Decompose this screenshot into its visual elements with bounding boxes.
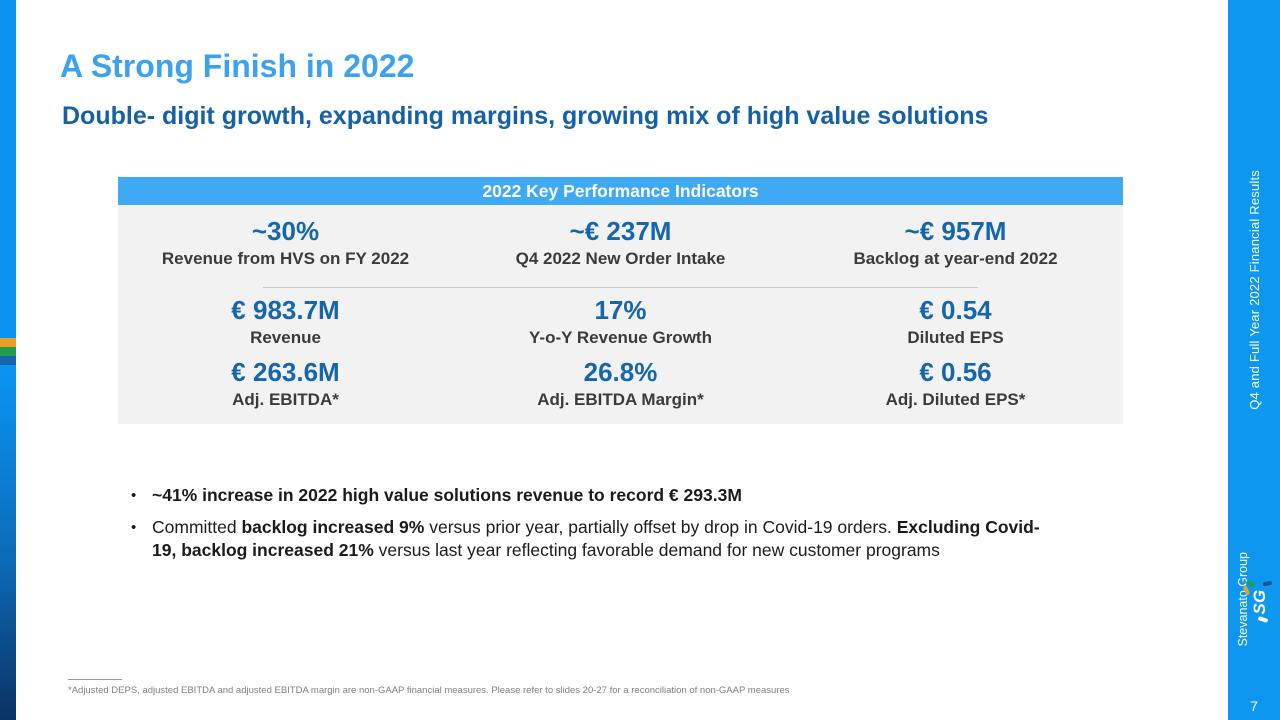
kpi-label: Diluted EPS	[907, 328, 1004, 347]
bullet-item-backlog: • Committed backlog increased 9% versus …	[131, 516, 1041, 563]
kpi-cell-order-intake: ~€ 237M Q4 2022 New Order Intake	[453, 215, 788, 283]
bullet-text: Committed backlog increased 9% versus pr…	[152, 516, 1040, 561]
slide-subtitle: Double- digit growth, expanding margins,…	[62, 102, 989, 130]
kpi-row-2: € 983.7M Revenue 17% Y-o-Y Revenue Growt…	[118, 294, 1123, 356]
kpi-cell-backlog: ~€ 957M Backlog at year-end 2022	[788, 215, 1123, 283]
accent-band-orange	[0, 338, 16, 347]
kpi-cell-yoy-growth: 17% Y-o-Y Revenue Growth	[453, 294, 788, 356]
left-accent-stripe	[0, 0, 16, 720]
kpi-label: Y-o-Y Revenue Growth	[529, 328, 712, 347]
kpi-value: € 0.56	[919, 357, 992, 387]
kpi-label: Revenue from HVS on FY 2022	[161, 249, 410, 268]
kpi-value: 26.8%	[583, 357, 658, 387]
sidebar-vertical-title: Q4 and Full Year 2022 Financial Results	[1246, 170, 1262, 410]
bullet-text: ~41% increase in 2022 high value solutio…	[152, 485, 742, 505]
bullet-item-hvs: • ~41% increase in 2022 high value solut…	[131, 484, 1041, 508]
bullet-marker: •	[131, 518, 137, 536]
right-sidebar: Q4 and Full Year 2022 Financial Results …	[1228, 0, 1280, 720]
kpi-value: € 0.54	[919, 295, 992, 325]
bullet-marker: •	[131, 487, 137, 504]
kpi-value: ~€ 237M	[569, 216, 672, 246]
kpi-label: Adj. EBITDA Margin*	[537, 390, 704, 409]
page-number: 7	[1250, 698, 1258, 714]
footnote-text: *Adjusted DEPS, adjusted EBITDA and adju…	[68, 685, 790, 696]
accent-band-navy	[0, 356, 16, 365]
kpi-cell-adj-ebitda-margin: 26.8% Adj. EBITDA Margin*	[453, 356, 788, 418]
logo-name: Stevanato Group	[1236, 552, 1250, 647]
kpi-label: Adj. EBITDA*	[232, 390, 339, 409]
logo-swoosh-white	[1257, 616, 1269, 624]
kpi-value: € 263.6M	[231, 357, 340, 387]
kpi-label: Q4 2022 New Order Intake	[515, 249, 726, 268]
kpi-cell-adj-diluted-eps: € 0.56 Adj. Diluted EPS*	[788, 356, 1123, 418]
kpi-cell-revenue: € 983.7M Revenue	[118, 294, 453, 356]
kpi-value: € 983.7M	[231, 295, 340, 325]
accent-band-green	[0, 347, 16, 356]
kpi-panel-header: 2022 Key Performance Indicators	[118, 177, 1123, 205]
kpi-panel: 2022 Key Performance Indicators ~30% Rev…	[118, 177, 1123, 424]
kpi-value: ~30%	[251, 216, 320, 246]
footnote: *Adjusted DEPS, adjusted EBITDA and adju…	[68, 679, 1168, 696]
kpi-row-3: € 263.6M Adj. EBITDA* 26.8% Adj. EBITDA …	[118, 356, 1123, 418]
kpi-cell-hvs-revenue: ~30% Revenue from HVS on FY 2022	[118, 215, 453, 283]
logo-swoosh-navy	[1262, 581, 1273, 588]
kpi-cell-adj-ebitda: € 263.6M Adj. EBITDA*	[118, 356, 453, 418]
kpi-value: 17%	[594, 295, 647, 325]
footnote-rule	[68, 679, 122, 680]
bullet-list: • ~41% increase in 2022 high value solut…	[131, 484, 1041, 571]
kpi-label: Adj. Diluted EPS*	[885, 390, 1026, 409]
kpi-label: Backlog at year-end 2022	[853, 249, 1058, 268]
stevanato-group-logo: SG Stevanato Group	[1228, 540, 1280, 665]
kpi-divider-line	[263, 287, 978, 288]
kpi-label: Revenue	[250, 328, 321, 347]
sg-logo-icon: SG	[1242, 581, 1273, 624]
kpi-cell-diluted-eps: € 0.54 Diluted EPS	[788, 294, 1123, 356]
kpi-value: ~€ 957M	[904, 216, 1007, 246]
kpi-row-1: ~30% Revenue from HVS on FY 2022 ~€ 237M…	[118, 215, 1123, 283]
kpi-panel-body: ~30% Revenue from HVS on FY 2022 ~€ 237M…	[118, 205, 1123, 424]
slide-title: A Strong Finish in 2022	[60, 48, 415, 84]
